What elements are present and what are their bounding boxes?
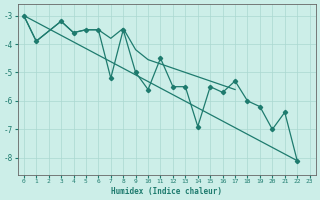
- X-axis label: Humidex (Indice chaleur): Humidex (Indice chaleur): [111, 187, 222, 196]
